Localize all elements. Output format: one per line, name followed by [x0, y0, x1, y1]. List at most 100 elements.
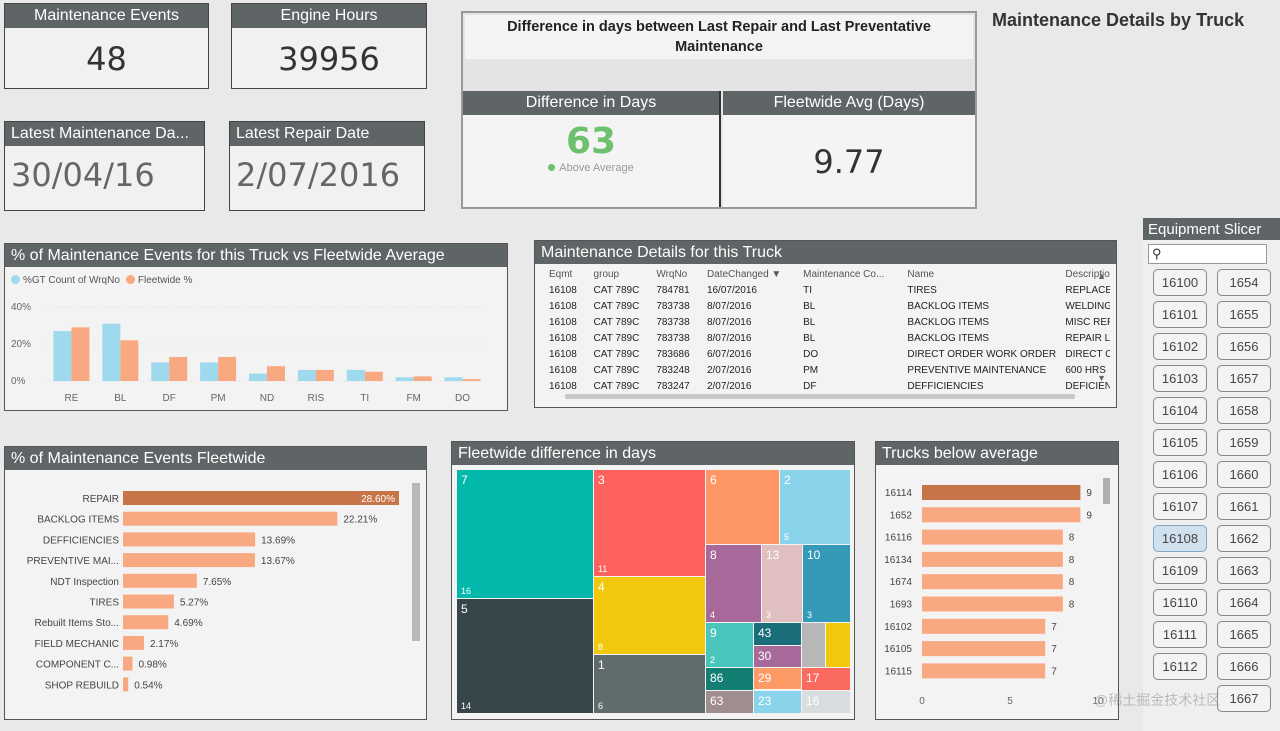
bar-16116[interactable] — [922, 529, 1063, 545]
bar-Rebuilt Items Sto...[interactable] — [123, 615, 169, 630]
table-row[interactable]: 16108 CAT 789C 783247 2/07/2016 DF DEFFICIENC… — [547, 378, 1110, 392]
slicer-item-1656[interactable]: 1656 — [1217, 333, 1271, 360]
slicer-item-1665[interactable]: 1665 — [1217, 621, 1271, 648]
scroll-down-icon[interactable]: ▼ — [1097, 373, 1106, 383]
column-header[interactable]: Name — [907, 268, 935, 280]
bar-SHOP REBUILD[interactable] — [123, 677, 129, 692]
table-row[interactable]: 16108 CAT 789C 783738 8/07/2016 BL BACKLOG IT… — [547, 298, 1110, 314]
treemap-tile[interactable] — [826, 623, 850, 667]
slicer-item-16111[interactable]: 16111 — [1153, 621, 1207, 648]
legend-item[interactable]: Fleetwide % — [125, 275, 192, 286]
slicer-item-1658[interactable]: 1658 — [1217, 397, 1271, 424]
slicer-search[interactable]: ⚲ — [1148, 244, 1267, 264]
slicer-item-16107[interactable]: 16107 — [1153, 493, 1207, 520]
column-header[interactable]: DateChanged ▼ — [706, 268, 782, 280]
bar-16115[interactable] — [922, 663, 1046, 679]
column-header[interactable]: Eqmt — [549, 268, 573, 280]
slicer-item-1667[interactable]: 1667 — [1217, 685, 1271, 712]
bar-16102[interactable] — [922, 618, 1046, 634]
scroll-up-icon[interactable]: ▲ — [1097, 271, 1106, 281]
slicer-item-16106[interactable]: 16106 — [1153, 461, 1207, 488]
bar-COMPONENT C...[interactable] — [123, 656, 133, 671]
slicer-item-1664[interactable]: 1664 — [1217, 589, 1271, 616]
bar-REPAIR[interactable] — [123, 491, 399, 505]
slicer-item-1659[interactable]: 1659 — [1217, 429, 1271, 456]
slicer-item-1660[interactable]: 1660 — [1217, 461, 1271, 488]
bar-DF-0[interactable] — [151, 362, 170, 382]
bar-NDT Inspection[interactable] — [123, 573, 197, 588]
legend-item[interactable]: %GT Count of WrqNo — [11, 275, 120, 286]
bar-TI-0[interactable] — [346, 369, 365, 381]
bar-TIRES[interactable] — [123, 594, 174, 609]
treemap-tile[interactable]: 17 — [802, 668, 850, 690]
slicer-item-1663[interactable]: 1663 — [1217, 557, 1271, 584]
slicer-item-1654[interactable]: 1654 — [1217, 269, 1271, 296]
bar-DEFFICIENCIES[interactable] — [123, 532, 256, 547]
bar-PM-1[interactable] — [218, 356, 237, 381]
slicer-item-16108[interactable]: 16108 — [1153, 525, 1207, 552]
bar-16105[interactable] — [922, 641, 1046, 657]
bar-ND-1[interactable] — [267, 366, 285, 381]
bar-DO-0[interactable] — [444, 377, 463, 381]
treemap-tile[interactable]: 3 11 — [594, 470, 705, 576]
treemap-tile[interactable]: 43 — [754, 623, 801, 645]
bar-16114[interactable] — [922, 485, 1081, 500]
bar-TI-1[interactable] — [364, 371, 383, 381]
search-input[interactable] — [1167, 245, 1265, 263]
column-header[interactable]: WrqNo — [656, 268, 688, 280]
bar-ND-0[interactable] — [249, 373, 267, 381]
bar-1674[interactable] — [922, 574, 1063, 590]
bar-PM-0[interactable] — [200, 362, 219, 382]
table-row[interactable]: 16108 CAT 789C 783686 6/07/2016 DO DIRECT ORD… — [547, 346, 1110, 362]
treemap-tile[interactable]: 86 — [706, 668, 753, 690]
bar-DO-1[interactable] — [462, 379, 481, 381]
slicer-item-1666[interactable]: 1666 — [1217, 653, 1271, 680]
bar-1693[interactable] — [922, 596, 1063, 612]
treemap-tile[interactable]: 29 — [754, 668, 801, 689]
slicer-item-16105[interactable]: 16105 — [1153, 429, 1207, 456]
treemap-tile[interactable]: 7 16 — [457, 470, 593, 598]
bar-DF-1[interactable] — [169, 356, 188, 381]
horizontal-scrollbar[interactable] — [565, 394, 1075, 399]
bar-BL-1[interactable] — [120, 340, 139, 381]
slicer-item-1657[interactable]: 1657 — [1217, 365, 1271, 392]
slicer-item-16109[interactable]: 16109 — [1153, 557, 1207, 584]
bar-RE-1[interactable] — [71, 327, 90, 381]
bar-BACKLOG ITEMS[interactable] — [123, 511, 338, 526]
column-header[interactable]: group — [593, 268, 620, 280]
bar-16134[interactable] — [922, 551, 1063, 567]
bar-RIS-1[interactable] — [315, 369, 334, 381]
slicer-item-16103[interactable]: 16103 — [1153, 365, 1207, 392]
bar-FM-1[interactable] — [413, 376, 432, 381]
treemap-tile[interactable]: 10 3 — [803, 545, 850, 622]
vertical-scrollbar[interactable] — [1103, 478, 1110, 504]
bar-1652[interactable] — [922, 507, 1081, 523]
table-row[interactable]: 16108 CAT 789C 783738 8/07/2016 BL BACKLOG IT… — [547, 314, 1110, 330]
bar-RIS-0[interactable] — [297, 369, 316, 381]
slicer-item-1655[interactable]: 1655 — [1217, 301, 1271, 328]
treemap-tile[interactable]: 23 — [754, 691, 801, 713]
slicer-item-1662[interactable]: 1662 — [1217, 525, 1271, 552]
treemap-tile[interactable]: 13 3 — [762, 545, 802, 622]
table-row[interactable]: 16108 CAT 789C 783248 2/07/2016 PM PREVENTIVE… — [547, 362, 1110, 378]
slicer-item-16112[interactable]: 16112 — [1153, 653, 1207, 680]
treemap-tile[interactable]: 63 — [706, 691, 753, 713]
treemap-tile[interactable] — [802, 623, 825, 667]
treemap-tile[interactable]: 16 — [802, 691, 850, 713]
slicer-item-16110[interactable]: 16110 — [1153, 589, 1207, 616]
column-header[interactable]: Maintenance Co... — [803, 268, 885, 280]
bar-RE-0[interactable] — [53, 331, 72, 381]
bar-FM-0[interactable] — [395, 377, 414, 381]
treemap-tile[interactable]: 5 14 — [457, 599, 593, 713]
slicer-item-1661[interactable]: 1661 — [1217, 493, 1271, 520]
slicer-item-16100[interactable]: 16100 — [1153, 269, 1207, 296]
vertical-scrollbar[interactable] — [412, 483, 420, 641]
treemap-tile[interactable]: 30 — [754, 646, 801, 667]
column-header[interactable]: Descriptio — [1065, 268, 1110, 280]
slicer-item-16104[interactable]: 16104 — [1153, 397, 1207, 424]
